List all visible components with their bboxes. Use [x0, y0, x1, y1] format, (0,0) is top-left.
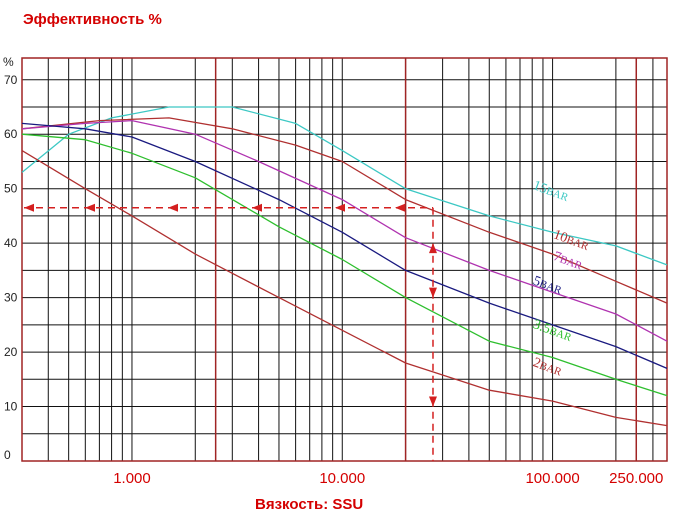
plot-frame: [21, 57, 668, 462]
y-tick-label: 30: [4, 291, 18, 305]
x-tick-label: 100.000: [525, 470, 579, 487]
series-label-5BAR: 5BAR: [531, 274, 565, 298]
series-line-7BAR: [21, 119, 668, 342]
annot-arrow-left: [168, 203, 178, 212]
annot-arrow-down: [428, 287, 437, 298]
series-line-10BAR: [21, 117, 668, 304]
series-label-2BAR: 2BAR: [531, 355, 565, 379]
tick-labels: % 0 10 20 30 40 50 60 70 1.000 10.000 100.000 250.00…: [3, 55, 663, 487]
series-label-15BAR: 15BAR: [531, 178, 571, 205]
annot-arrow-up: [428, 243, 437, 254]
annot-arrow-left: [252, 203, 262, 212]
dashed-annotation: [24, 203, 437, 461]
y-axis-unit: %: [3, 55, 14, 69]
y-tick-label: 10: [4, 400, 18, 414]
y-tick-label: 50: [4, 182, 18, 196]
x-tick-label: 10.000: [319, 470, 365, 487]
y-tick-label: 0: [4, 448, 11, 462]
x-tick-label: 250.000: [609, 470, 663, 487]
annot-arrow-left: [24, 203, 34, 212]
annot-arrow-left: [335, 203, 345, 212]
y-tick-label: 40: [4, 236, 18, 250]
grid-lines: [21, 57, 668, 462]
x-axis-label: Вязкость: SSU: [255, 496, 364, 513]
y-tick-label: 20: [4, 345, 18, 359]
annot-arrow-left: [85, 203, 95, 212]
y-tick-label: 70: [4, 73, 18, 87]
annot-arrow-left: [395, 203, 405, 212]
chart-title: Эффективность %: [23, 11, 162, 28]
x-tick-label: 1.000: [113, 470, 151, 487]
series-line-5BAR: [21, 122, 668, 369]
series-line-3.5BAR: [21, 133, 668, 397]
y-tick-label: 60: [4, 127, 18, 141]
annot-arrow-down: [428, 396, 437, 407]
series-line-2BAR: [21, 150, 668, 427]
